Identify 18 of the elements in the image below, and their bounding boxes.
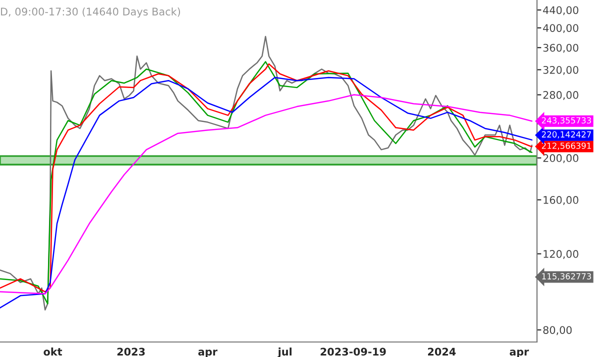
y-tick-label: 280,00 xyxy=(543,91,578,100)
y-tick-label: 360,00 xyxy=(543,44,578,53)
annotation: 243,355733 xyxy=(542,117,591,124)
x-tick-label: 2024 xyxy=(428,348,456,356)
annotation: 220,142427 xyxy=(542,131,591,138)
y-tick-label: 160,00 xyxy=(544,196,578,205)
annotation: 212,566391 xyxy=(542,142,591,150)
x-tick-label: 2023-09-19 xyxy=(320,348,386,356)
y-tick-label: 120,00 xyxy=(544,250,578,259)
y-tick-label: 320,00 xyxy=(543,66,578,75)
text: 115,362773 xyxy=(542,273,591,280)
y-tick-label: 80,00 xyxy=(543,326,572,336)
text: D, 09:00-17:30 (14640 Days Back) xyxy=(1,7,180,18)
y-tick-label: 200,00 xyxy=(543,154,578,164)
x-tick-label: okt xyxy=(44,348,62,356)
y-tick-label: 400,00 xyxy=(543,24,578,34)
x-tick-label: 2023 xyxy=(117,348,145,356)
y-tick-label: 440,00 xyxy=(543,6,578,16)
